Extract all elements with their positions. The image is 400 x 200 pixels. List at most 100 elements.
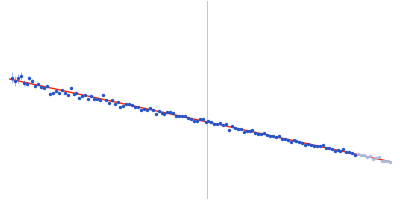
Point	[293, 139, 300, 143]
Point	[276, 135, 282, 138]
Point	[173, 115, 179, 118]
Point	[278, 137, 285, 140]
Point	[141, 108, 147, 111]
Point	[182, 114, 188, 117]
Point	[337, 149, 344, 152]
Point	[305, 143, 312, 146]
Point	[44, 85, 50, 88]
Point	[308, 143, 314, 146]
Point	[126, 102, 132, 105]
Point	[67, 87, 74, 90]
Point	[370, 158, 376, 161]
Point	[158, 111, 165, 114]
Point	[376, 156, 382, 159]
Point	[284, 138, 291, 141]
Point	[76, 96, 82, 99]
Point	[167, 111, 174, 114]
Point	[35, 82, 42, 85]
Point	[273, 135, 279, 138]
Point	[91, 97, 97, 100]
Point	[226, 128, 232, 131]
Point	[111, 103, 118, 106]
Point	[214, 122, 220, 125]
Point	[252, 131, 258, 135]
Point	[334, 149, 341, 152]
Point	[264, 133, 270, 136]
Point	[387, 161, 394, 164]
Point	[381, 159, 388, 163]
Point	[47, 92, 53, 95]
Point	[150, 108, 156, 111]
Point	[355, 152, 361, 155]
Point	[346, 151, 352, 154]
Point	[114, 100, 121, 104]
Point	[164, 111, 170, 114]
Point	[220, 124, 226, 127]
Point	[367, 154, 373, 158]
Point	[106, 101, 112, 104]
Point	[314, 144, 320, 148]
Point	[70, 92, 77, 95]
Point	[56, 91, 62, 94]
Point	[152, 112, 159, 115]
Point	[185, 117, 191, 120]
Point	[340, 148, 347, 151]
Point	[246, 129, 253, 132]
Point	[9, 76, 15, 79]
Point	[88, 94, 94, 97]
Point	[38, 86, 44, 89]
Point	[14, 77, 21, 80]
Point	[144, 108, 150, 111]
Point	[161, 112, 168, 115]
Point	[249, 128, 256, 132]
Point	[364, 156, 370, 159]
Point	[384, 159, 391, 163]
Point	[202, 120, 209, 123]
Point	[179, 114, 185, 118]
Point	[261, 132, 267, 135]
Point	[132, 105, 138, 108]
Point	[326, 146, 332, 150]
Point	[18, 74, 24, 78]
Point	[255, 132, 262, 136]
Point	[323, 146, 329, 149]
Point	[190, 119, 197, 122]
Point	[97, 98, 103, 102]
Point	[211, 123, 218, 126]
Point	[123, 102, 130, 106]
Point	[23, 82, 30, 85]
Point	[238, 128, 244, 131]
Point	[229, 125, 235, 128]
Point	[117, 105, 124, 109]
Point	[328, 147, 335, 151]
Point	[199, 118, 206, 121]
Point	[232, 126, 238, 129]
Point	[196, 118, 203, 121]
Point	[287, 140, 294, 143]
Point	[240, 131, 247, 134]
Point	[372, 156, 379, 160]
Point	[349, 152, 356, 155]
Point	[29, 80, 36, 83]
Point	[102, 98, 109, 102]
Point	[358, 153, 364, 156]
Point	[299, 141, 306, 144]
Point	[32, 85, 38, 88]
Point	[64, 94, 71, 97]
Point	[20, 81, 27, 85]
Point	[100, 94, 106, 97]
Point	[170, 112, 176, 115]
Point	[361, 154, 367, 157]
Point	[41, 86, 47, 90]
Point	[378, 159, 385, 162]
Point	[311, 144, 317, 148]
Point	[352, 154, 358, 157]
Point	[176, 115, 182, 118]
Point	[267, 135, 273, 138]
Point	[243, 129, 250, 132]
Point	[234, 127, 241, 131]
Point	[258, 133, 264, 136]
Point	[85, 97, 91, 100]
Point	[290, 139, 297, 142]
Point	[12, 79, 18, 82]
